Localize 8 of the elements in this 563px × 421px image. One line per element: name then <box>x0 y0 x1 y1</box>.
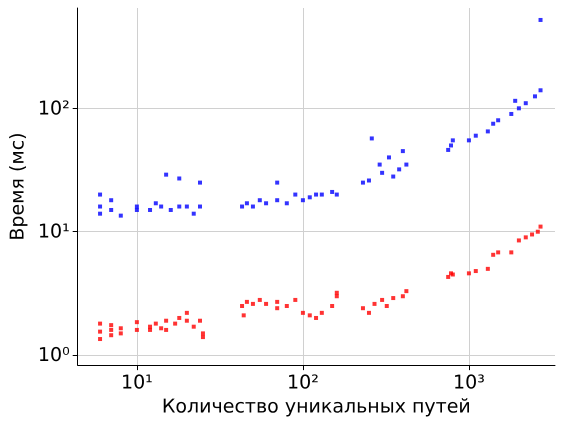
y-tick-label: 10² <box>38 97 70 120</box>
x-tick-label: 10² <box>287 372 319 394</box>
y-axis-title: Время (мс) <box>6 132 28 241</box>
x-axis-title: Количество уникальных путей <box>162 396 471 418</box>
x-tick-label: 10³ <box>453 372 485 394</box>
y-tick-label: 10⁰ <box>38 344 70 366</box>
x-tick-label: 10¹ <box>120 372 153 394</box>
y-tick-label: 10¹ <box>38 220 70 243</box>
